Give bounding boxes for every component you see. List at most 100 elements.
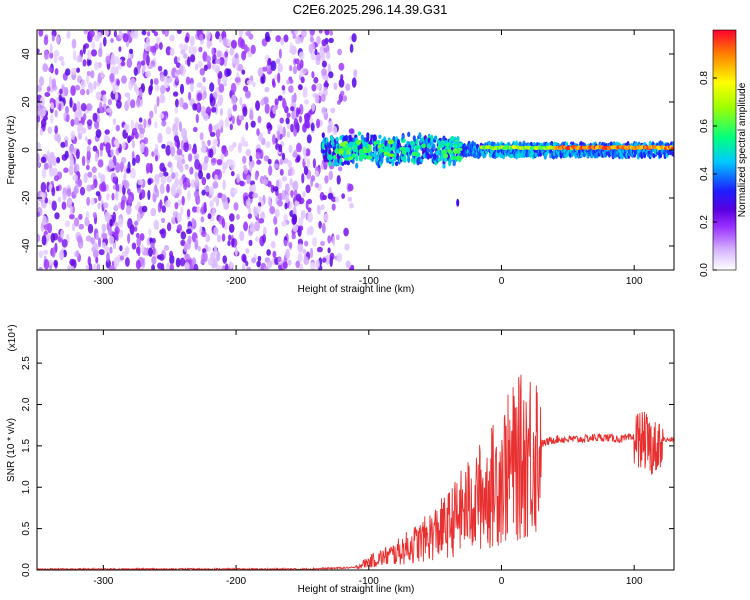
spectrogram-cell: [248, 207, 252, 214]
spectrogram-cell: [134, 204, 139, 211]
spectrogram-cell: [303, 256, 310, 266]
spectrogram-cell: [108, 160, 114, 170]
spectrogram-cell: [98, 47, 103, 58]
spectrogram-cell: [332, 235, 336, 246]
spectrogram-cell: [248, 239, 253, 247]
spectrogram-cell: [76, 55, 82, 63]
spectrogram-cell: [146, 237, 151, 246]
spectrogram-cell: [211, 47, 215, 56]
spectrogram-cell: [268, 30, 273, 33]
spectrogram-cell: [362, 147, 366, 151]
spectrogram-cell: [302, 248, 307, 255]
spectrogram-cell: [349, 202, 354, 209]
spectrogram-cell: [266, 249, 271, 256]
spectrogram-cell: [80, 103, 87, 112]
spectrogram-cell: [150, 242, 155, 249]
spectrogram-cell: [133, 67, 138, 76]
spectrogram-cell: [274, 208, 280, 218]
spectrogram-cell: [69, 97, 73, 108]
x-tick-label: -300: [93, 576, 113, 587]
spectrogram-cell: [279, 158, 284, 165]
spectrogram-cell: [245, 148, 251, 157]
spectrogram-cell: [289, 65, 293, 72]
spectrogram-cell: [135, 154, 141, 164]
spectrogram-cell: [161, 120, 167, 127]
spectrogram-cell: [321, 132, 325, 139]
spectrogram-cell: [343, 160, 348, 165]
spectrogram-cell: [137, 179, 144, 186]
spectrogram-cell: [50, 232, 55, 243]
spectrogram-cell: [309, 36, 315, 43]
spectrogram-cell: [224, 117, 230, 128]
spectrogram-cell: [294, 30, 299, 35]
spectrogram-cell: [224, 51, 228, 58]
spectrogram-cell: [103, 36, 107, 47]
spectrogram-cell: [92, 145, 98, 152]
spectrogram-cell: [78, 223, 85, 230]
spectrogram-cell: [267, 158, 272, 165]
spectrogram-cell: [193, 126, 198, 133]
spectrogram-cell: [214, 124, 219, 131]
spectrogram-cell: [105, 55, 111, 65]
spectrogram-cell: [264, 31, 270, 41]
spectrogram-cell: [207, 213, 212, 220]
spectrogram-cell: [292, 223, 299, 232]
spectrogram-cell: [148, 247, 153, 257]
spectrogram-cell: [149, 110, 154, 119]
spectrogram-cell: [251, 257, 256, 264]
spectrogram-cell: [302, 146, 307, 156]
spectrogram-cell: [119, 255, 125, 261]
spectrogram-cell: [534, 152, 538, 158]
spectrogram-cell: [117, 58, 123, 70]
spectrogram-cell: [337, 48, 342, 56]
spectrogram-cell: [209, 131, 216, 137]
spectrogram-cell: [263, 97, 269, 105]
spectrogram-cell: [124, 246, 130, 255]
spectrogram-cell: [127, 195, 133, 205]
spectrogram-cell: [229, 213, 235, 222]
spectrogram-cell: [285, 194, 290, 203]
spectrogram-cell: [152, 246, 156, 256]
spectrogram-cell: [184, 253, 190, 260]
spectrogram-cell: [41, 192, 46, 200]
spectrogram-cell: [38, 250, 44, 259]
spectrogram-cell: [292, 152, 298, 158]
spectrogram-cell: [206, 61, 212, 70]
spectrogram-cell: [345, 83, 351, 91]
spectrogram-cell: [300, 76, 305, 84]
spectrogram-cell: [219, 108, 224, 116]
spectrogram-cell: [39, 128, 43, 136]
spectrogram-cell: [194, 239, 198, 251]
spectrogram-cell: [179, 177, 183, 187]
spectrogram-cell: [175, 257, 181, 268]
spectrogram-cell: [256, 260, 261, 268]
spectrogram-cell: [307, 211, 313, 223]
spectrogram-cell: [293, 118, 299, 130]
spectrogram-cell: [103, 202, 109, 209]
spectrogram-cell: [242, 155, 247, 164]
spectrogram-cell: [74, 110, 79, 119]
spectrogram-cell: [151, 151, 155, 157]
spectrogram-cell: [121, 75, 127, 84]
spectrogram-cell: [42, 63, 48, 73]
spectrogram-cell: [159, 42, 163, 50]
spectrogram-cell: [291, 233, 296, 240]
spectrogram-cell: [72, 49, 77, 61]
spectrogram-cell: [179, 97, 184, 108]
spectrogram-cell: [134, 121, 140, 130]
spectrogram-cell: [145, 70, 151, 78]
spectrogram-cell: [141, 30, 147, 36]
spectrogram-cell: [328, 149, 332, 156]
spectrogram-cell: [54, 109, 58, 118]
spectrogram-cell: [88, 83, 94, 94]
snr-series-line: [37, 374, 674, 570]
spectrogram-cell: [281, 220, 287, 227]
spectrogram-cell: [82, 44, 86, 55]
spectrogram-cell: [90, 197, 95, 206]
spectrogram-cell: [44, 197, 49, 204]
spectrogram-cell: [216, 234, 221, 243]
spectrogram-cell: [191, 217, 195, 227]
spectrogram-cell: [118, 217, 123, 228]
spectrogram-cell: [78, 213, 83, 220]
spectrogram-cell: [443, 140, 448, 144]
